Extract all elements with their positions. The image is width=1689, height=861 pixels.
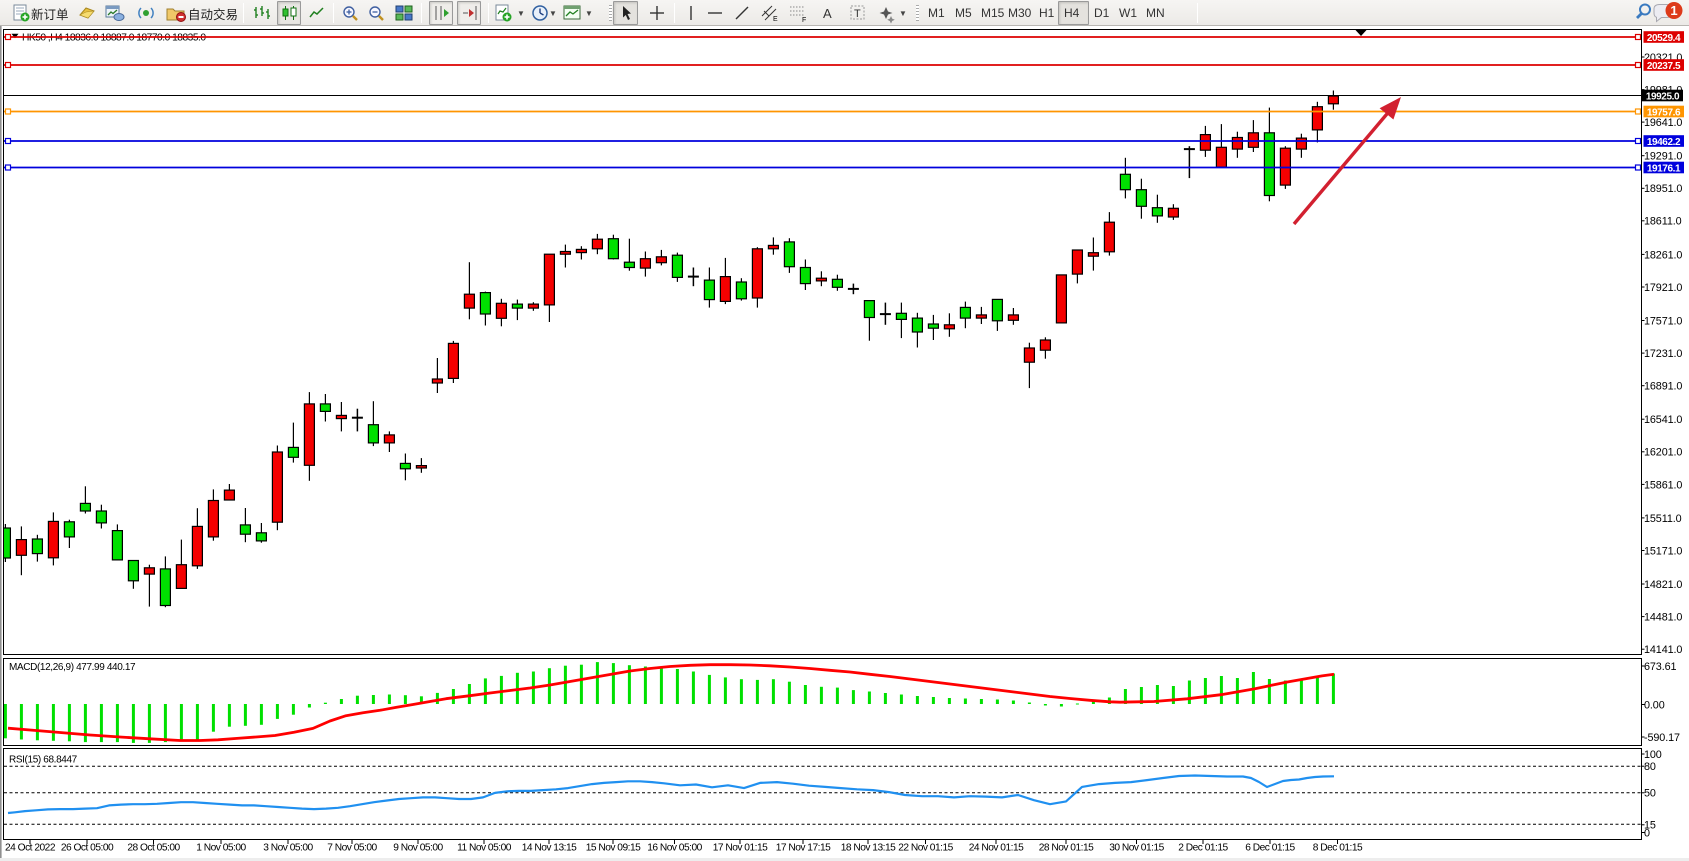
svg-text:20237.5: 20237.5	[1647, 61, 1681, 72]
svg-text:24 Oct 2022: 24 Oct 2022	[5, 843, 56, 854]
svg-text:1: 1	[1670, 3, 1677, 18]
svg-text:18261.0: 18261.0	[1644, 249, 1682, 261]
svg-text:9 Nov 05:00: 9 Nov 05:00	[393, 843, 443, 854]
svg-text:80: 80	[1644, 761, 1656, 773]
svg-text:17571.0: 17571.0	[1644, 315, 1682, 327]
svg-text:15511.0: 15511.0	[1644, 513, 1682, 525]
svg-text:17921.0: 17921.0	[1644, 282, 1682, 294]
svg-text:15: 15	[1644, 820, 1656, 832]
svg-text:2 Dec 01:15: 2 Dec 01:15	[1178, 843, 1228, 854]
svg-text:7 Nov 05:00: 7 Nov 05:00	[327, 843, 377, 854]
svg-text:30 Nov 01:15: 30 Nov 01:15	[1109, 843, 1164, 854]
svg-text:T: T	[854, 8, 861, 20]
svg-text:16 Nov 05:00: 16 Nov 05:00	[647, 843, 702, 854]
svg-text:6 Dec 01:15: 6 Dec 01:15	[1245, 843, 1295, 854]
svg-text:18 Nov 13:15: 18 Nov 13:15	[841, 843, 896, 854]
svg-text:50: 50	[1644, 788, 1656, 800]
svg-text:16891.0: 16891.0	[1644, 381, 1682, 393]
svg-text:18951.0: 18951.0	[1644, 183, 1682, 195]
svg-text:14141.0: 14141.0	[1644, 644, 1682, 656]
svg-text:MACD(12,26,9) 477.99 440.17: MACD(12,26,9) 477.99 440.17	[9, 662, 136, 673]
svg-text:24 Nov 01:15: 24 Nov 01:15	[969, 843, 1024, 854]
svg-text:1 Nov 05:00: 1 Nov 05:00	[196, 843, 246, 854]
svg-text:14481.0: 14481.0	[1644, 612, 1682, 624]
svg-text:19291.0: 19291.0	[1644, 151, 1682, 163]
svg-text:15861.0: 15861.0	[1644, 479, 1682, 491]
svg-text:15171.0: 15171.0	[1644, 545, 1682, 557]
svg-text:20529.4: 20529.4	[1647, 33, 1681, 44]
svg-text:0: 0	[1644, 827, 1650, 839]
svg-text:17 Nov 17:15: 17 Nov 17:15	[776, 843, 831, 854]
svg-text:19462.2: 19462.2	[1647, 137, 1681, 148]
svg-text:8 Dec 01:15: 8 Dec 01:15	[1313, 843, 1363, 854]
svg-text:19757.6: 19757.6	[1647, 107, 1681, 118]
svg-text:19925.0: 19925.0	[1646, 91, 1680, 102]
svg-text:100: 100	[1644, 749, 1662, 761]
svg-text:19176.1: 19176.1	[1647, 163, 1681, 174]
svg-text:RSI(15) 68.8447: RSI(15) 68.8447	[9, 755, 78, 766]
svg-text:28 Oct 05:00: 28 Oct 05:00	[127, 843, 180, 854]
svg-text:3 Nov 05:00: 3 Nov 05:00	[263, 843, 313, 854]
svg-text:E: E	[773, 16, 778, 23]
svg-text:HK50 ,H4 18836.0 18887.0 1877: HK50 ,H4 18836.0 18887.0 18770.0 18835.0	[22, 33, 206, 44]
svg-text:22 Nov 01:15: 22 Nov 01:15	[898, 843, 953, 854]
svg-text:28 Nov 01:15: 28 Nov 01:15	[1039, 843, 1094, 854]
svg-text:15 Nov 09:15: 15 Nov 09:15	[586, 843, 641, 854]
svg-text:0.00: 0.00	[1644, 699, 1665, 711]
svg-text:11 Nov 05:00: 11 Nov 05:00	[457, 843, 512, 854]
svg-text:17231.0: 17231.0	[1644, 348, 1682, 360]
svg-text:-590.17: -590.17	[1644, 732, 1680, 744]
svg-text:26 Oct 05:00: 26 Oct 05:00	[61, 843, 114, 854]
svg-text:14 Nov 13:15: 14 Nov 13:15	[522, 843, 577, 854]
svg-text:16201.0: 16201.0	[1644, 447, 1682, 459]
svg-text:14821.0: 14821.0	[1644, 579, 1682, 591]
svg-text:16541.0: 16541.0	[1644, 414, 1682, 426]
svg-text:F: F	[802, 17, 806, 24]
svg-text:18611.0: 18611.0	[1644, 216, 1682, 228]
svg-text:673.61: 673.61	[1644, 661, 1677, 673]
svg-text:19641.0: 19641.0	[1644, 117, 1682, 129]
svg-text:17 Nov 01:15: 17 Nov 01:15	[713, 843, 768, 854]
